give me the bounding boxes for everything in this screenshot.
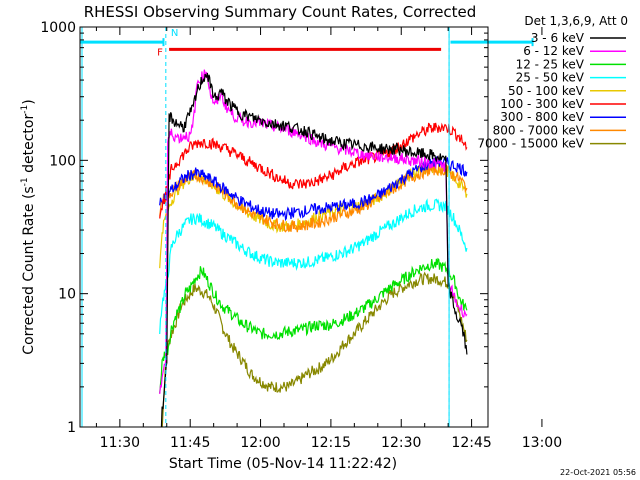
legend-label-5: 100 - 300 keV xyxy=(500,97,584,111)
y-axis-label-end: ) xyxy=(21,99,37,104)
series-line-7 xyxy=(159,163,468,233)
y-axis-label-exp1: -1 xyxy=(20,177,30,186)
y-tick-label: 100 xyxy=(49,153,76,169)
y-tick-label: 1000 xyxy=(40,20,76,36)
y-axis-label: Corrected Count Rate (s-1 detector-1) xyxy=(20,99,37,354)
legend-label-6: 300 - 800 keV xyxy=(500,110,584,124)
y-tick-label: 1 xyxy=(67,420,76,436)
series-line-2 xyxy=(159,257,468,394)
flare-label: F xyxy=(157,47,163,58)
footer-date: 22-Oct-2021 05:56 xyxy=(560,468,636,477)
legend-label-3: 25 - 50 keV xyxy=(516,71,585,85)
legend-label-1: 6 - 12 keV xyxy=(523,44,585,58)
annotation-layer: NF xyxy=(80,27,534,427)
x-axis-label: Start Time (05-Nov-14 11:22:42) xyxy=(169,456,397,472)
x-tick-label: 11:30 xyxy=(100,435,140,451)
series-line-8 xyxy=(161,271,468,427)
x-tick-label: 13:00 xyxy=(522,435,562,451)
legend-label-8: 7000 - 15000 keV xyxy=(477,137,584,151)
legend-label-2: 12 - 25 keV xyxy=(516,57,585,71)
legend-header: Det 1,3,6,9, Att 0 xyxy=(524,14,628,28)
y-axis-label-exp2: -1 xyxy=(20,105,30,114)
x-tick-label: 11:45 xyxy=(170,435,210,451)
chart-title: RHESSI Observing Summary Count Rates, Co… xyxy=(84,3,477,21)
night-label: N xyxy=(171,28,178,39)
legend-label-4: 50 - 100 keV xyxy=(508,84,585,98)
series-line-6 xyxy=(159,156,468,222)
x-tick-label: 12:30 xyxy=(381,435,421,451)
x-tick-label: 12:00 xyxy=(240,435,280,451)
y-axis-label-mid: detector xyxy=(21,114,37,178)
legend-label-0: 3 - 6 keV xyxy=(531,31,585,45)
series-line-0 xyxy=(160,72,468,427)
y-tick-label: 10 xyxy=(58,287,76,303)
x-tick-label: 12:45 xyxy=(451,435,491,451)
y-axis-label-main: Corrected Count Rate (s xyxy=(21,186,37,354)
legend-label-7: 800 - 7000 keV xyxy=(493,123,585,137)
axis-layer: 11:30 11:45 12:00 12:15 12:30 12:45 13:00 1 10 10… xyxy=(40,20,562,451)
series-line-1 xyxy=(159,69,468,395)
series-line-5 xyxy=(159,122,468,219)
x-tick-label: 12:15 xyxy=(311,435,351,451)
series-line-3 xyxy=(159,198,468,335)
series-layer xyxy=(159,69,468,427)
